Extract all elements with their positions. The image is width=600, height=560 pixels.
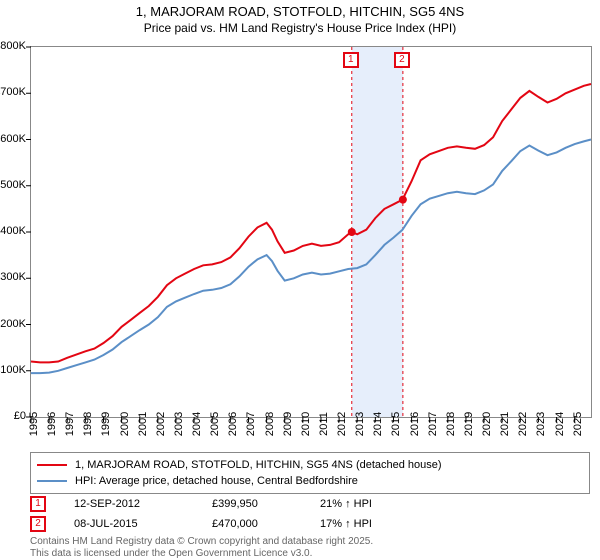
x-axis-tick-label: 2013	[354, 412, 366, 436]
x-axis-tick-label: 2009	[282, 412, 294, 436]
y-axis-tick-label: £400K	[0, 225, 26, 237]
x-axis-tick-label: 2022	[517, 412, 529, 436]
footer-text: Contains HM Land Registry data © Crown c…	[30, 536, 373, 559]
transaction-marker: 2	[30, 516, 46, 532]
transaction-price: £399,950	[212, 498, 292, 510]
transaction-marker: 1	[30, 496, 46, 512]
y-axis-tick-label: £200K	[0, 318, 26, 330]
sale-marker-label: 1	[343, 52, 359, 68]
legend-swatch	[37, 464, 67, 466]
sale-marker-label: 2	[394, 52, 410, 68]
legend-label: 1, MARJORAM ROAD, STOTFOLD, HITCHIN, SG5…	[75, 457, 442, 473]
x-axis-tick-label: 2005	[209, 412, 221, 436]
x-axis-tick-label: 2012	[336, 412, 348, 436]
x-axis-tick-label: 2007	[245, 412, 257, 436]
y-axis-tick-label: £500K	[0, 179, 26, 191]
y-axis-tick-label: £800K	[0, 40, 26, 52]
transaction-row: 1 12-SEP-2012 £399,950 21% ↑ HPI	[30, 496, 420, 512]
legend-label: HPI: Average price, detached house, Cent…	[75, 473, 358, 489]
x-axis-tick-label: 2020	[481, 412, 493, 436]
y-axis-tick-label: £300K	[0, 271, 26, 283]
x-axis-tick-label: 2021	[499, 412, 511, 436]
x-axis-tick-label: 2002	[155, 412, 167, 436]
x-axis-tick-label: 2018	[445, 412, 457, 436]
legend: 1, MARJORAM ROAD, STOTFOLD, HITCHIN, SG5…	[30, 452, 590, 494]
x-axis-tick-label: 2015	[390, 412, 402, 436]
transaction-date: 08-JUL-2015	[74, 518, 184, 530]
transaction-date: 12-SEP-2012	[74, 498, 184, 510]
x-axis-tick-label: 2006	[227, 412, 239, 436]
x-axis-tick-label: 2010	[300, 412, 312, 436]
x-axis-tick-label: 1999	[100, 412, 112, 436]
legend-item: 1, MARJORAM ROAD, STOTFOLD, HITCHIN, SG5…	[37, 457, 583, 473]
y-axis-tick-label: £700K	[0, 86, 26, 98]
x-axis-tick-label: 2000	[119, 412, 131, 436]
x-axis-tick-label: 2011	[318, 412, 330, 436]
chart-subtitle: Price paid vs. HM Land Registry's House …	[0, 21, 600, 35]
chart-container: 1, MARJORAM ROAD, STOTFOLD, HITCHIN, SG5…	[0, 0, 600, 560]
x-axis-tick-label: 2025	[572, 412, 584, 436]
x-axis-tick-label: 2014	[372, 412, 384, 436]
legend-item: HPI: Average price, detached house, Cent…	[37, 473, 583, 489]
legend-swatch	[37, 480, 67, 482]
y-axis-tick-label: £600K	[0, 133, 26, 145]
x-axis-tick-label: 2001	[137, 412, 149, 436]
x-axis-tick-label: 2019	[463, 412, 475, 436]
x-axis-tick-label: 1996	[46, 412, 58, 436]
x-axis-tick-label: 2023	[535, 412, 547, 436]
transaction-price: £470,000	[212, 518, 292, 530]
x-axis-tick-label: 2004	[191, 412, 203, 436]
x-axis-tick-label: 1995	[28, 412, 40, 436]
x-axis-tick-label: 1997	[64, 412, 76, 436]
transaction-hpi: 17% ↑ HPI	[320, 518, 420, 530]
y-axis-tick-label: £0	[14, 410, 26, 422]
plot-area	[30, 46, 592, 418]
x-axis-tick-label: 2017	[427, 412, 439, 436]
x-axis-tick-label: 2016	[409, 412, 421, 436]
x-axis-tick-label: 2008	[264, 412, 276, 436]
transaction-hpi: 21% ↑ HPI	[320, 498, 420, 510]
y-axis-tick-label: £100K	[0, 364, 26, 376]
chart-title: 1, MARJORAM ROAD, STOTFOLD, HITCHIN, SG5…	[0, 0, 600, 21]
x-axis-tick-label: 2003	[173, 412, 185, 436]
x-axis-tick-label: 2024	[554, 412, 566, 436]
x-axis-tick-label: 1998	[82, 412, 94, 436]
transaction-row: 2 08-JUL-2015 £470,000 17% ↑ HPI	[30, 516, 420, 532]
